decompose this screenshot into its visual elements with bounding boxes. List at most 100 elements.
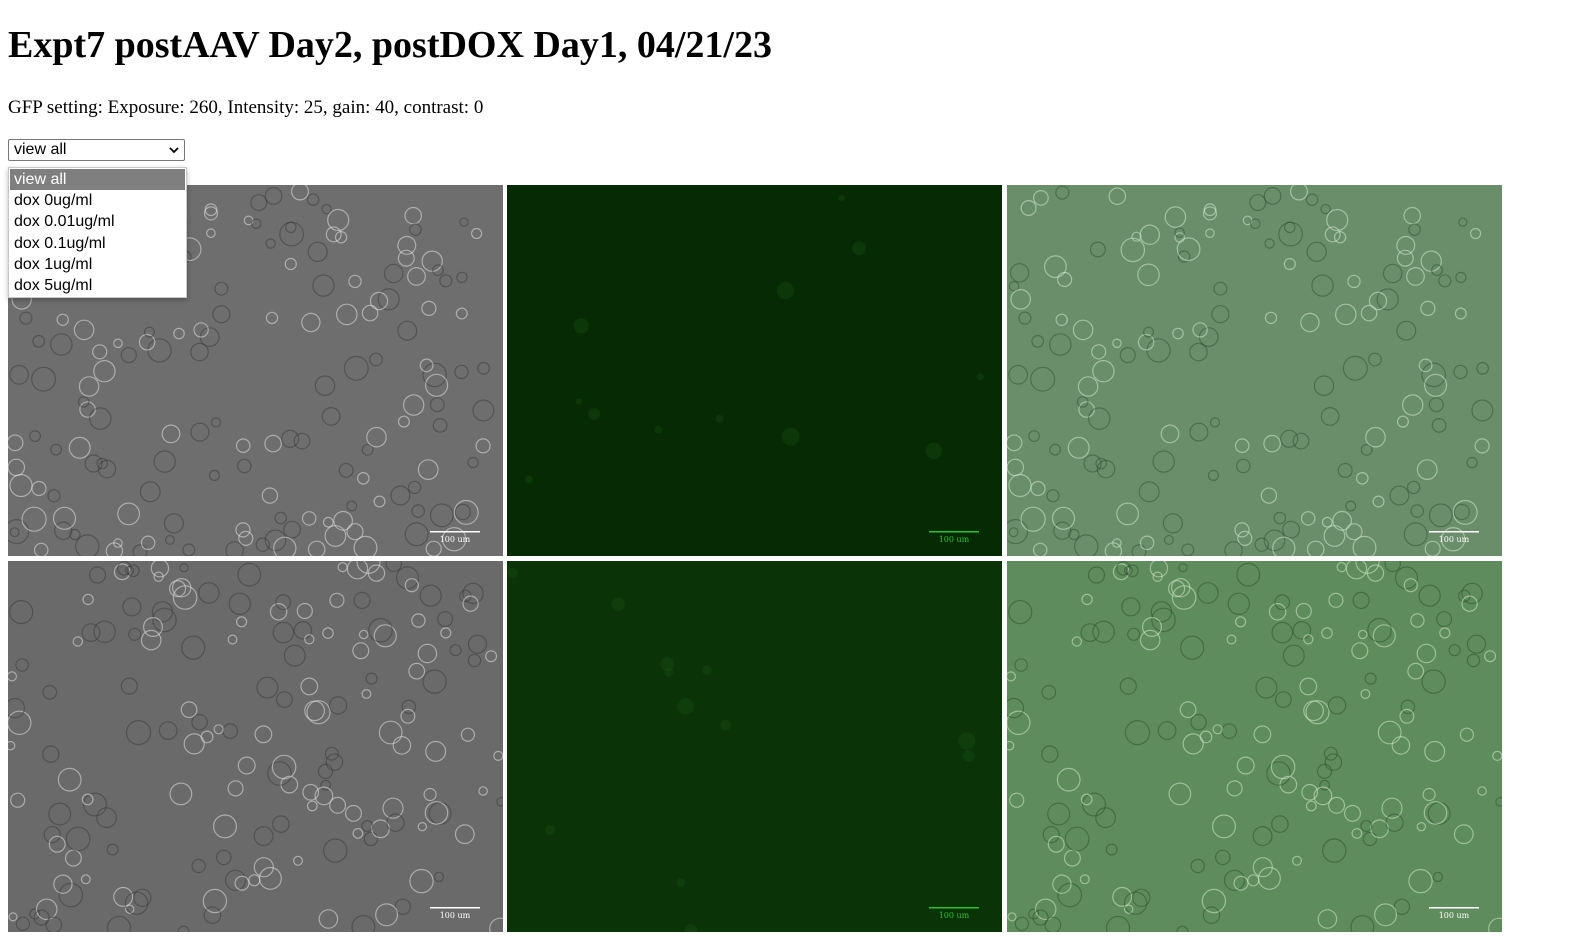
cell [171,578,192,598]
cell [1396,320,1417,341]
cell [1394,566,1419,590]
gfp-image: 100 um [507,185,1002,556]
cell [1436,611,1453,628]
cell [1332,510,1353,531]
cell [1152,450,1175,473]
condition-select[interactable]: view all [8,139,185,161]
fluorescent-spot [676,878,685,888]
cell [97,459,117,479]
cell [1028,430,1040,443]
cell [1162,513,1183,534]
cell [1334,303,1357,326]
cell [31,480,47,497]
cell [1088,407,1111,430]
cell [293,432,311,450]
cell [1189,342,1208,362]
cell [1046,489,1060,503]
cell [425,540,442,556]
scale-bar [430,531,480,533]
cell [369,291,389,311]
cell [1422,787,1436,802]
cell [1396,415,1409,428]
cell [283,520,302,539]
cell [42,745,60,763]
option-dox-0[interactable]: dox 0ug/ml [14,192,93,210]
cell [9,473,33,498]
merge-image: 100 um [1007,561,1502,932]
cell [1078,401,1095,418]
cell [1279,775,1298,794]
cell [113,886,134,907]
cell [153,571,164,582]
cell [369,352,383,367]
cell [1311,274,1334,297]
option-dox-0-1[interactable]: dox 0.1ug/ml [14,234,106,252]
cell [21,506,47,532]
cell [1324,226,1341,243]
cell [1009,792,1025,808]
cell [1295,602,1312,620]
fluorescent-spot [544,824,556,836]
chevron-down-icon [169,147,179,154]
cell [1009,263,1030,283]
cell [124,891,149,915]
gfp-settings-text: GFP setting: Exposure: 260, Intensity: 2… [8,97,484,118]
cell [1351,828,1363,839]
cell [1305,700,1330,725]
cell [1076,396,1089,408]
merge-image: 100 um [1007,185,1502,556]
cell [1008,281,1020,292]
cell [1305,800,1317,812]
cell [467,456,479,469]
cell [272,815,290,833]
option-dox-5[interactable]: dox 5ug/ml [14,276,93,294]
cell [293,621,313,640]
cell [371,819,390,839]
cell [210,417,222,428]
cell [1163,534,1174,545]
cell [1403,578,1418,593]
cell [377,288,400,311]
cell [333,510,354,531]
cell [1424,540,1441,556]
cell [1376,288,1399,311]
cells [8,561,503,932]
option-dox-0-01[interactable]: dox 0.01ug/ml [14,213,115,231]
scale-bar-label: 100 um [440,535,471,544]
cell [403,394,425,416]
cell [150,561,170,578]
cell [1282,520,1301,539]
cell [1323,525,1346,547]
cell [1370,819,1389,839]
cell [455,307,468,320]
cell [1179,701,1197,719]
cell [1168,782,1192,806]
cell [1139,535,1155,551]
fluorescent-spot [702,665,712,675]
cell [84,454,103,473]
cell [322,516,334,528]
gfp-micrograph: 100 um [507,185,1002,556]
condition-select-value: view all [14,141,67,158]
cell [306,800,318,812]
cell [283,644,306,667]
cell [1453,364,1468,380]
option-dox-1[interactable]: dox 1ug/ml [14,255,93,273]
cell [1048,333,1072,356]
cell [203,906,222,924]
cell [454,364,469,380]
cell [453,499,479,525]
cell [1180,635,1205,660]
cell [1081,792,1106,817]
cell [271,754,297,780]
cell [10,792,26,808]
cell [1389,485,1410,506]
cell [203,206,219,221]
cell [1010,289,1031,310]
cell [1119,677,1137,695]
scale-bar-label: 100 um [1439,535,1470,544]
option-view-all[interactable]: view all [10,169,185,191]
cell [1190,713,1207,731]
cell [328,696,348,715]
fluorescent-spot [781,427,800,446]
